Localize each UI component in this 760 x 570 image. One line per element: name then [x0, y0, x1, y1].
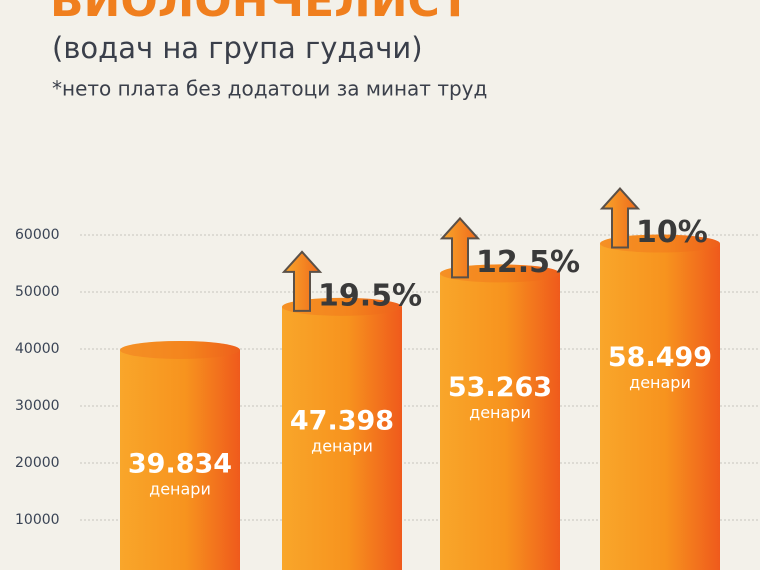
arrow — [439, 216, 481, 279]
bar — [282, 297, 402, 570]
bar-top-shade — [282, 297, 402, 316]
bar — [600, 234, 720, 570]
unit-label: денари — [629, 373, 691, 392]
chart-subtitle: (водач на група гудачи) — [52, 31, 423, 65]
value-label: 58.499 — [608, 342, 712, 373]
change-label: 10% — [636, 215, 708, 250]
unit-label: денари — [149, 479, 211, 498]
y-tick-label: 60000 — [15, 227, 60, 243]
chart-note: *нето плата без додатоци за минат труд — [52, 77, 487, 101]
y-tick-label: 10000 — [15, 512, 60, 528]
y-tick-label: 40000 — [15, 341, 60, 357]
unit-label: денари — [311, 436, 373, 455]
arrow — [281, 250, 323, 312]
arrow — [599, 187, 641, 249]
change-label: 12.5% — [476, 245, 580, 280]
y-tick-label: 30000 — [15, 398, 60, 414]
y-tick-label: 20000 — [15, 455, 60, 471]
bar — [440, 264, 560, 570]
bar-top-shade — [600, 234, 720, 253]
chart-title: ВИОЛОНЧЕЛИСТ — [50, 0, 470, 27]
unit-label: денари — [469, 403, 531, 422]
bar-top-shade — [120, 340, 240, 359]
change-label: 19.5% — [318, 278, 422, 313]
bar — [120, 340, 240, 570]
y-tick-label: 50000 — [15, 284, 60, 300]
bar-top-shade — [440, 264, 560, 283]
value-label: 47.398 — [290, 405, 394, 436]
value-label: 39.834 — [128, 448, 232, 479]
value-label: 53.263 — [448, 372, 552, 403]
